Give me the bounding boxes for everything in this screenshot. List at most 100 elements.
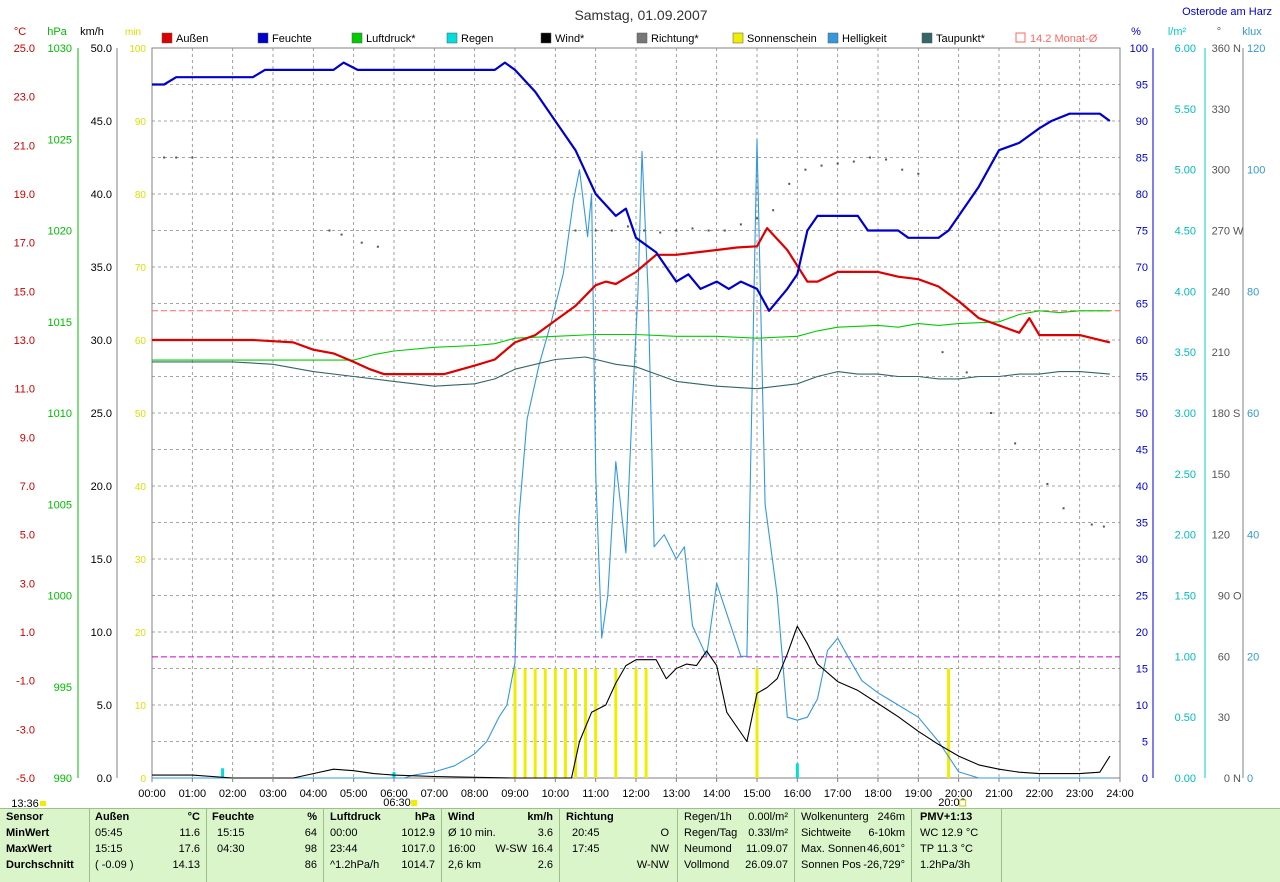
legend-swatch [636, 32, 648, 44]
temp-tick: -3.0 [16, 724, 35, 736]
sunshine-tick: 90 [135, 117, 147, 128]
wind-tick: 40.0 [91, 189, 112, 201]
footer-pmv: WC 12.9 °C [920, 827, 979, 839]
legend-swatch [446, 32, 458, 44]
temp-tick: 23.0 [14, 92, 35, 104]
footer-time: 20:45 [572, 827, 600, 839]
x-tick-label: 07:00 [421, 788, 449, 800]
direction-letter: W [1233, 226, 1244, 238]
footer-col-pmv: PMV+1:13 WC 12.9 °C TP 11.3 °C 1.2hPa/3h [912, 809, 1002, 882]
humidity-tick: 90 [1136, 116, 1148, 128]
x-tick-label: 09:00 [501, 788, 529, 800]
footer-time: 00:00 [330, 827, 358, 839]
direction-point [885, 158, 888, 161]
legend-label: Luftdruck* [366, 33, 416, 45]
direction-point [836, 162, 839, 165]
direction-point [594, 229, 597, 232]
temp-tick: 1.0 [20, 627, 35, 639]
series-line-auen [152, 227, 1111, 376]
sunshine-tick: 100 [129, 44, 146, 55]
rain-tick: 5.00 [1175, 165, 1196, 177]
footer-label: Neumond [684, 843, 732, 855]
footer-col-feuchte: Feuchte% 15:15 64 04:30 98 86 [207, 809, 324, 882]
footer-col-aussen: Außen °C 05:45 11.6 15:15 17.6 ( -0.09 ) 14.13 [90, 809, 207, 882]
direction-letter: N [1233, 773, 1241, 785]
pressure-tick: 1025 [48, 134, 72, 146]
chart-title: Samstag, 01.09.2007 [574, 7, 707, 23]
footer-col-richtung: Richtung 20:45 O 17:45 NW W-NW [560, 809, 678, 882]
sunshine-bar [614, 668, 618, 778]
direction-point [756, 217, 758, 220]
footer-header: Luftdruck [330, 811, 381, 823]
sunshine-bar [644, 668, 648, 778]
humidity-tick: 65 [1136, 299, 1148, 311]
direction-point [376, 245, 379, 248]
footer-value: 3.6 [537, 827, 553, 839]
temp-tick: -1.0 [16, 676, 35, 688]
footer-unit: hPa [414, 811, 435, 823]
sunshine-tick: 70 [135, 263, 147, 274]
bars [221, 668, 951, 778]
footer-pmv: 1.2hPa/3h [920, 859, 971, 871]
direction-point [868, 156, 871, 159]
footer-label: Vollmond [684, 859, 730, 871]
direction-point [901, 168, 904, 171]
now-marker-sun [40, 801, 46, 806]
footer-value: 246m [877, 811, 905, 823]
sunshine-bar [553, 668, 557, 778]
sunrise-marker: 06:30 [383, 797, 411, 808]
sunshine-bar [533, 668, 537, 778]
footer-time: 2,6 km [448, 859, 482, 871]
footer-value: 2.6 [537, 859, 553, 871]
temp-tick: -5.0 [16, 773, 35, 785]
sunset-marker-sun [959, 799, 967, 807]
rain-tick: 1.00 [1175, 651, 1196, 663]
legend-label: Wind* [555, 33, 585, 45]
footer-value: 86 [304, 859, 317, 871]
sunshine-bar [594, 668, 598, 778]
footer-value: W-NW [636, 859, 669, 871]
direction-point [191, 156, 194, 159]
wind-tick: 25.0 [91, 408, 112, 420]
x-tick-label: 15:00 [743, 788, 771, 800]
rain-tick: 0.00 [1175, 773, 1196, 785]
sunshine-bar [584, 668, 588, 778]
footer-unit: km/h [527, 811, 553, 823]
footer-value: 6-10km [868, 827, 905, 839]
x-tick-label: 08:00 [461, 788, 489, 800]
direction-point [852, 160, 855, 163]
direction-point [1014, 442, 1017, 445]
rain-tick: 4.50 [1175, 226, 1196, 238]
direction-point [340, 233, 343, 236]
x-tick-label: 24:00 [1106, 788, 1134, 800]
humidity-tick: 50 [1136, 408, 1148, 420]
temp-tick: 21.0 [14, 140, 35, 152]
direction-tick: 60 [1218, 651, 1230, 663]
footer-unit: % [307, 811, 317, 823]
x-tick-label: 12:00 [622, 788, 650, 800]
footer-header: Richtung [566, 811, 614, 823]
brightness-unit: klux [1242, 26, 1262, 38]
footer-value: 0.00l/m² [748, 811, 788, 823]
rain-bar [221, 768, 225, 778]
footer-col-sensor: Sensor MinWert MaxWert Durchschnitt [0, 809, 90, 882]
sunshine-bar [634, 668, 638, 778]
brightness-tick: 80 [1247, 286, 1259, 298]
sunshine-tick: 60 [135, 336, 147, 347]
direction-point [965, 371, 968, 374]
direction-tick: 180 [1212, 408, 1230, 420]
direction-letter: O [1233, 591, 1242, 603]
humidity-tick: 100 [1130, 43, 1148, 55]
x-tick-label: 03:00 [259, 788, 287, 800]
x-tick-label: 21:00 [985, 788, 1013, 800]
direction-point [643, 229, 646, 232]
footer-row-label: Durchschnitt [6, 859, 74, 871]
legend-label: Regen [461, 33, 493, 45]
footer-header: Feuchte [212, 811, 255, 823]
footer-value: O [660, 827, 669, 839]
footer-value: 11.6 [179, 827, 200, 839]
footer-col-luftdruck: Luftdruck hPa 00:00 1012.9 23:44 1017.0 ^1.2hP… [324, 809, 442, 882]
stats-footer: Sensor MinWert MaxWert Durchschnitt Außen °C 0… [0, 808, 1280, 882]
humidity-tick: 45 [1136, 445, 1148, 457]
brightness-tick: 0 [1247, 773, 1253, 785]
